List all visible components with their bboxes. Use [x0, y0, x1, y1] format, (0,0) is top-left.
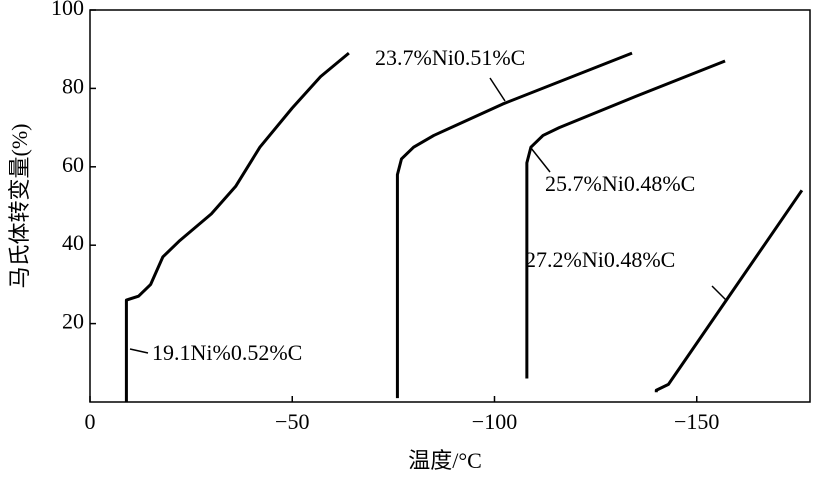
y-tick-label: 40 — [62, 230, 84, 255]
curve-label: 19.1Ni%0.52%C — [152, 340, 302, 365]
y-axis-label: 马氏体转变量(%) — [7, 124, 32, 289]
x-tick-label: −50 — [275, 409, 309, 434]
curve — [654, 189, 804, 393]
y-tick-label: 100 — [51, 0, 84, 20]
leader-line — [489, 77, 506, 102]
x-tick-label: −100 — [472, 409, 517, 434]
curve-label: 23.7%Ni0.51%C — [375, 45, 525, 70]
leader-line — [129, 348, 149, 354]
x-tick-label: −150 — [674, 409, 719, 434]
curve-label: 25.7%Ni0.48%C — [545, 171, 695, 196]
curve — [395, 51, 633, 399]
curve — [124, 51, 350, 402]
x-tick-label: 0 — [85, 409, 96, 434]
y-tick-label: 20 — [62, 309, 84, 334]
leader-line — [530, 147, 551, 173]
curve — [525, 59, 726, 379]
plot-frame — [89, 9, 811, 403]
leader-line — [711, 285, 728, 302]
y-tick-label: 80 — [62, 73, 84, 98]
x-axis-label: 温度/°C — [408, 448, 482, 473]
curve-label: 27.2%Ni0.48%C — [525, 247, 675, 272]
y-tick-label: 60 — [62, 152, 84, 177]
